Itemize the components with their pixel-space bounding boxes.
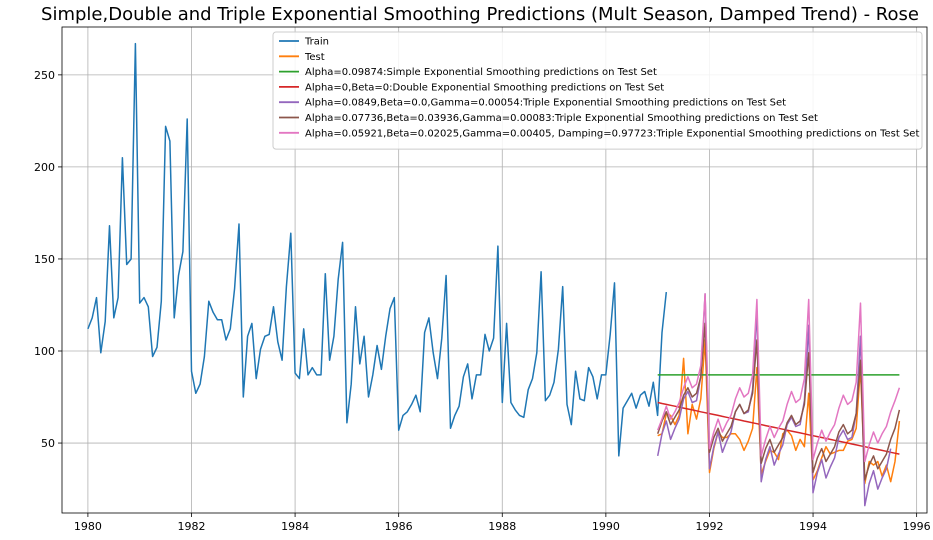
- axes: 1980 1982 1984 1986 1988 1990 1992 1994 1996 50 10…: [34, 69, 931, 533]
- series-line-4: [656, 293, 892, 507]
- legend-label: Train: [304, 37, 329, 48]
- x-tick-label: 1990: [592, 520, 620, 533]
- plot-frame: [61, 26, 928, 514]
- series-line-1: [657, 339, 901, 485]
- x-tick-label: 1984: [281, 520, 309, 533]
- chart-title: Simple,Double and Triple Exponential Smo…: [41, 4, 919, 25]
- x-tick-label: 1994: [799, 520, 827, 533]
- y-tick-label: 50: [41, 437, 55, 450]
- legend-label: Alpha=0.07736,Beta=0.03936,Gamma=0.00083…: [305, 113, 818, 124]
- x-tick-label: 1996: [903, 520, 931, 533]
- series-line-0: [87, 42, 668, 457]
- legend-label: Alpha=0.0849,Beta=0.0,Gamma=0.00054:Trip…: [305, 98, 786, 109]
- legend-label: Alpha=0.05921,Beta=0.02025,Gamma=0.00405…: [305, 128, 919, 139]
- x-tick-label: 1986: [385, 520, 413, 533]
- x-tick-label: 1988: [488, 520, 516, 533]
- series-line-5: [656, 322, 901, 481]
- y-tick-label: 150: [34, 253, 55, 266]
- legend: Train Test Alpha=0.09874:Simple Exponentia…: [272, 31, 923, 150]
- legend-label: Alpha=0.09874:Simple Exponential Smoothi…: [305, 67, 657, 78]
- y-tick-label: 250: [34, 69, 55, 82]
- y-tick-label: 100: [34, 345, 55, 358]
- x-tick-label: 1980: [74, 520, 102, 533]
- legend-label: Alpha=0,Beta=0:Double Exponential Smooth…: [305, 82, 664, 93]
- series-layer: [87, 42, 901, 507]
- y-tick-label: 200: [34, 161, 55, 174]
- x-tick-label: 1992: [695, 520, 723, 533]
- legend-label: Test: [304, 52, 325, 63]
- series-line-6: [657, 293, 901, 463]
- legend-box: [272, 31, 923, 150]
- x-tick-label: 1982: [177, 520, 205, 533]
